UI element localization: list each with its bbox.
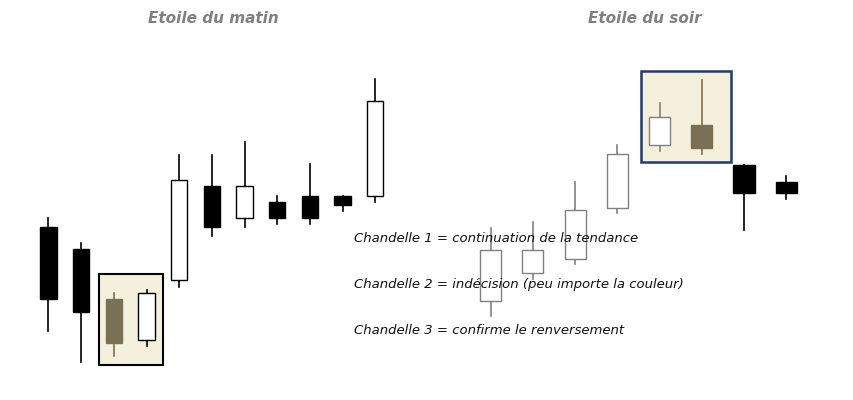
Bar [99, 274, 163, 365]
Bar [564, 210, 585, 259]
Bar [479, 250, 501, 301]
Bar [106, 299, 122, 343]
Bar [690, 125, 711, 148]
Bar [73, 249, 90, 312]
Bar [40, 227, 56, 299]
Bar [606, 154, 627, 208]
Bar [334, 196, 351, 205]
Text: Chandelle 2 = indécision (peu importe la couleur): Chandelle 2 = indécision (peu importe la… [354, 278, 683, 291]
Bar [269, 202, 285, 218]
Bar [204, 186, 220, 227]
Bar [171, 180, 187, 280]
Text: Chandelle 1 = continuation de la tendance: Chandelle 1 = continuation de la tendanc… [354, 232, 638, 245]
Text: Etoile du matin: Etoile du matin [148, 11, 279, 26]
Bar [367, 101, 383, 196]
Bar [236, 186, 252, 218]
Bar [138, 293, 154, 340]
Bar [522, 250, 543, 273]
Bar [775, 182, 796, 194]
Bar [733, 165, 754, 194]
Bar [648, 117, 670, 145]
Text: Chandelle 3 = confirme le renversement: Chandelle 3 = confirme le renversement [354, 324, 624, 337]
Text: Etoile du soir: Etoile du soir [587, 11, 701, 26]
Bar [301, 196, 317, 218]
Bar [640, 71, 730, 162]
